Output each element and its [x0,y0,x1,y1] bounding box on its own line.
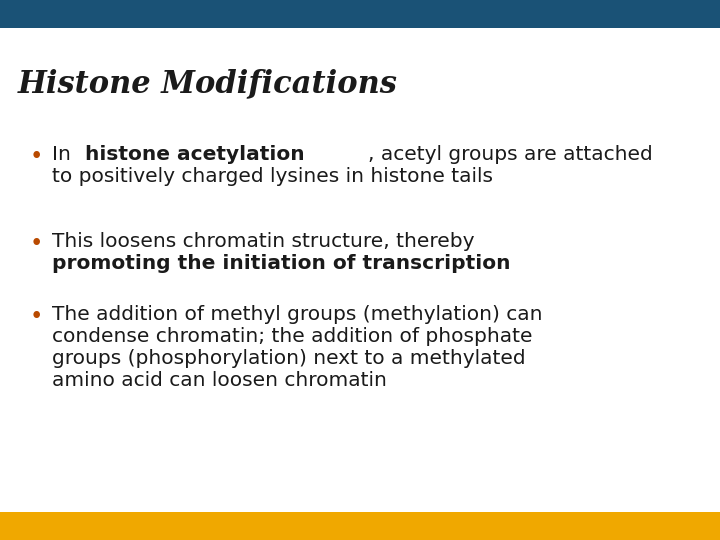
Text: , acetyl groups are attached: , acetyl groups are attached [368,145,653,164]
Text: •: • [30,305,42,328]
Text: groups (phosphorylation) next to a methylated: groups (phosphorylation) next to a methy… [52,349,526,368]
Text: •: • [30,145,42,168]
Text: histone acetylation: histone acetylation [84,145,305,164]
Bar [0,512,720,540]
Text: •: • [30,232,42,255]
Text: Histone Modifications: Histone Modifications [18,68,398,99]
Text: amino acid can loosen chromatin: amino acid can loosen chromatin [52,371,387,390]
Text: promoting the initiation of transcription: promoting the initiation of transcriptio… [52,254,510,273]
Bar [0,0,720,28]
Text: to positively charged lysines in histone tails: to positively charged lysines in histone… [52,167,493,186]
Text: In: In [52,145,77,164]
Text: This loosens chromatin structure, thereby: This loosens chromatin structure, thereb… [52,232,474,251]
Text: condense chromatin; the addition of phosphate: condense chromatin; the addition of phos… [52,327,533,346]
Text: © 2011 Pearson Education, Inc.: © 2011 Pearson Education, Inc. [18,521,195,531]
Text: The addition of methyl groups (methylation) can: The addition of methyl groups (methylati… [52,305,542,324]
